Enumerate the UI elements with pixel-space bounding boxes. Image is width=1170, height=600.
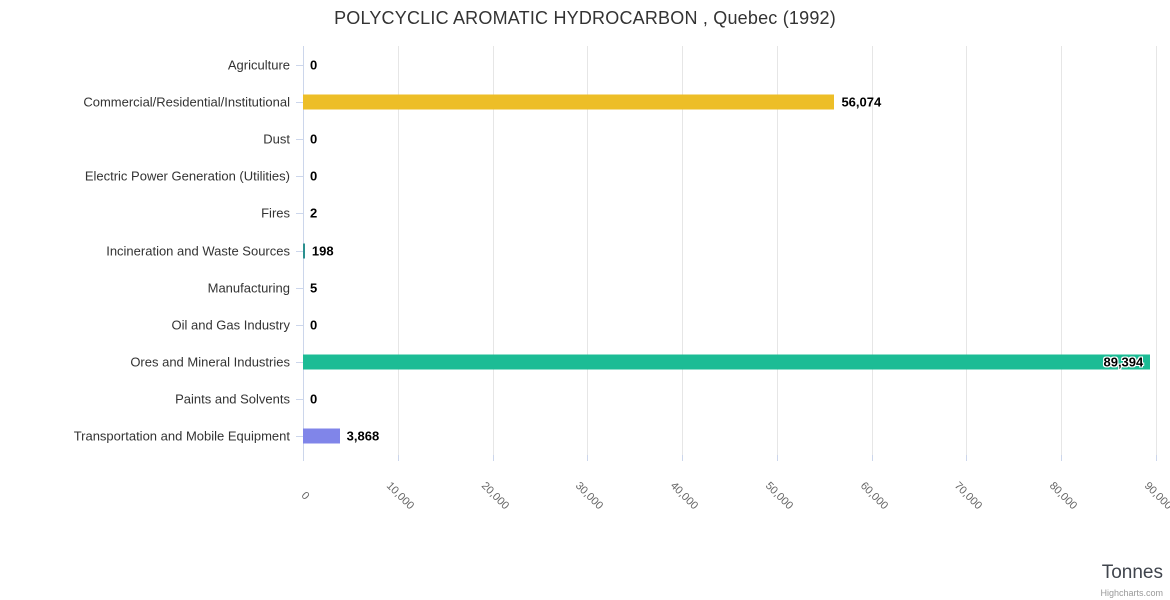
bar-transportation-and-mobile-equipment[interactable] bbox=[303, 428, 340, 444]
x-tick-label: 20,000 bbox=[478, 479, 511, 513]
value-label-agriculture: 0 bbox=[310, 57, 318, 73]
value-label-fires: 2 bbox=[310, 205, 318, 221]
category-label-fires: Fires bbox=[261, 205, 290, 221]
category-tick bbox=[296, 250, 303, 252]
value-label-incineration-and-waste-sources: 198 bbox=[311, 243, 334, 258]
category-tick bbox=[296, 176, 303, 178]
x-tick-label: 10,000 bbox=[383, 479, 416, 513]
axis-tick bbox=[587, 455, 589, 461]
x-tick-label: 0 bbox=[298, 489, 312, 503]
value-label-manufacturing: 5 bbox=[310, 280, 318, 296]
category-label-electric-power-generation-utilities: Electric Power Generation (Utilities) bbox=[84, 168, 290, 184]
chart-title: POLYCYCLIC AROMATIC HYDROCARBON , Quebec… bbox=[334, 8, 836, 28]
category-tick bbox=[296, 324, 303, 326]
category-label-ores-and-mineral-industries: Ores and Mineral Industries bbox=[130, 354, 290, 370]
category-label-manufacturing: Manufacturing bbox=[207, 280, 290, 296]
bar-commercial-residential-institutional[interactable] bbox=[303, 94, 835, 110]
category-label-paints-and-solvents: Paints and Solvents bbox=[175, 391, 290, 407]
value-label-dust: 0 bbox=[310, 131, 318, 147]
axis-tick bbox=[871, 455, 873, 461]
category-label-agriculture: Agriculture bbox=[227, 57, 290, 73]
highcharts-credits-link[interactable]: Highcharts.com bbox=[1100, 588, 1163, 598]
gridline bbox=[682, 46, 684, 455]
x-tick-label: 50,000 bbox=[762, 479, 796, 513]
value-label-transportation-and-mobile-equipment: 3,868 bbox=[346, 428, 380, 444]
category-tick bbox=[296, 101, 303, 103]
category-label-transportation-and-mobile-equipment: Transportation and Mobile Equipment bbox=[73, 428, 290, 444]
axis-tick bbox=[1061, 455, 1063, 461]
category-label-dust: Dust bbox=[263, 131, 290, 147]
category-tick bbox=[296, 213, 303, 215]
x-tick-label: 80,000 bbox=[1047, 479, 1080, 513]
category-label-incineration-and-waste-sources: Incineration and Waste Sources bbox=[106, 243, 290, 258]
x-tick-label: 30,000 bbox=[573, 479, 606, 513]
category-label-commercial-residential-institutional: Commercial/Residential/Institutional bbox=[83, 94, 290, 110]
x-tick-label: 90,000 bbox=[1141, 479, 1170, 513]
x-tick-label: 40,000 bbox=[667, 479, 701, 513]
value-axis-title: Tonnes bbox=[1101, 562, 1163, 583]
gridline bbox=[587, 46, 589, 455]
category-tick bbox=[296, 64, 303, 66]
value-label-ores-and-mineral-industries: 89,394 bbox=[1103, 354, 1144, 370]
gridline bbox=[871, 46, 873, 455]
gridline bbox=[966, 46, 968, 455]
category-tick bbox=[296, 399, 303, 401]
axis-tick bbox=[1156, 455, 1157, 461]
gridline bbox=[1156, 46, 1157, 455]
gridline bbox=[776, 46, 778, 455]
category-tick bbox=[296, 138, 303, 140]
category-tick bbox=[296, 287, 303, 289]
category-label-oil-and-gas-industry: Oil and Gas Industry bbox=[171, 317, 291, 333]
bar-ores-and-mineral-industries[interactable] bbox=[303, 354, 1151, 370]
value-label-electric-power-generation-utilities: 0 bbox=[310, 168, 318, 184]
axis-tick bbox=[397, 455, 399, 461]
axis-tick bbox=[776, 455, 778, 461]
x-tick-label: 70,000 bbox=[952, 479, 985, 513]
bar-incineration-and-waste-sources[interactable] bbox=[303, 243, 305, 258]
x-tick-label: 60,000 bbox=[857, 479, 890, 513]
axis-tick bbox=[682, 455, 684, 461]
axis-tick bbox=[492, 455, 494, 461]
value-label-paints-and-solvents: 0 bbox=[310, 391, 318, 407]
axis-tick bbox=[966, 455, 968, 461]
value-label-oil-and-gas-industry: 0 bbox=[310, 317, 318, 333]
gridline bbox=[397, 46, 399, 455]
axis-tick bbox=[303, 455, 304, 461]
category-tick bbox=[296, 362, 303, 364]
category-tick bbox=[296, 436, 303, 438]
gridline bbox=[1061, 46, 1063, 455]
gridline bbox=[492, 46, 494, 455]
value-label-commercial-residential-institutional: 56,074 bbox=[841, 94, 882, 110]
